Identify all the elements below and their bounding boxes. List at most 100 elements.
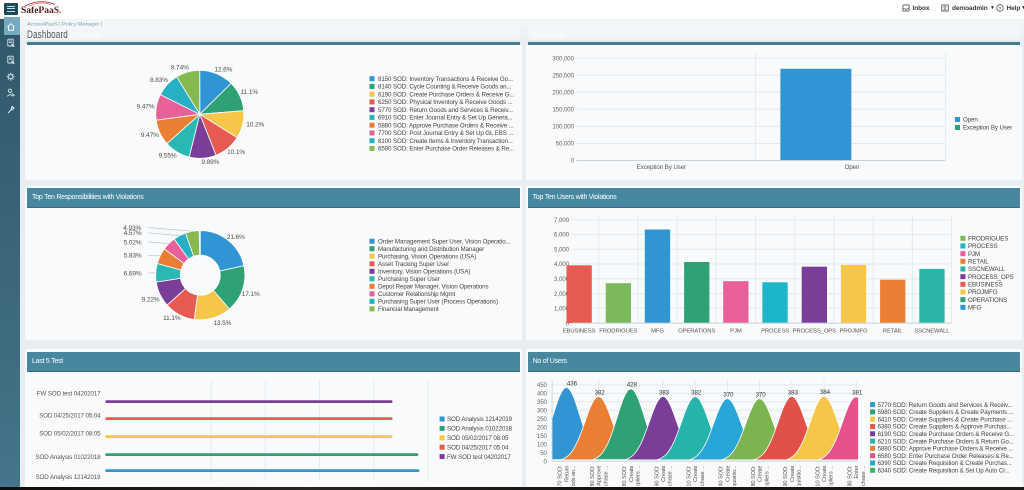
svg-text:Purchase ...: Purchase ... <box>860 465 866 486</box>
svg-text:7700 SOD: Post Journal Entry &: 7700 SOD: Post Journal Entry & Set Up GL… <box>378 130 514 137</box>
svg-text:6210 SOD: Create Purchase Orde: 6210 SOD: Create Purchase Orders & Retur… <box>877 439 1013 446</box>
svg-text:SOD Analysis 01022018: SOD Analysis 01022018 <box>36 454 102 461</box>
svg-text:SOD Analysis 12142019: SOD Analysis 12142019 <box>447 417 513 424</box>
svg-text:SOD Analysis 01022018: SOD Analysis 01022018 <box>447 426 513 433</box>
svg-text:Depot Repair Manager, Vision O: Depot Repair Manager, Vision Operations <box>378 284 489 291</box>
svg-text:11.1%: 11.1% <box>163 315 181 322</box>
svg-text:Purchase ...: Purchase ... <box>667 465 673 486</box>
svg-text:8.74%: 8.74% <box>171 64 189 71</box>
svg-text:6190 SOD: Create Purchase Orde: 6190 SOD: Create Purchase Orders & Recei… <box>378 91 515 98</box>
svg-text:SOD Analysis 12142019: SOD Analysis 12142019 <box>36 474 102 481</box>
svg-text:Purchasing Super User: Purchasing Super User <box>378 276 440 283</box>
svg-text:450: 450 <box>536 382 547 389</box>
svg-text:8100 SOD: Create Items & Inven: 8100 SOD: Create Items & Inventory Trans… <box>378 137 513 144</box>
svg-text:FW SOD test 04202017: FW SOD test 04202017 <box>447 454 511 461</box>
svg-text:Create: Create <box>757 466 763 482</box>
svg-text:Order Management Super User, V: Order Management Super User, Vision Oper… <box>378 239 511 246</box>
svg-text:MFG: MFG <box>651 329 664 335</box>
svg-text:Financial Management: Financial Management <box>378 306 439 313</box>
svg-text:150: 150 <box>536 433 547 440</box>
svg-text:6.69%: 6.69% <box>124 271 142 278</box>
svg-text:2,000: 2,000 <box>554 291 570 298</box>
svg-text:Suppliers ...: Suppliers ... <box>828 465 834 486</box>
svg-text:13.5%: 13.5% <box>213 320 231 327</box>
svg-text:5880 SOD:: 5880 SOD: <box>589 465 595 486</box>
svg-text:PROCESS: PROCESS <box>761 329 789 335</box>
svg-text:4.57%: 4.57% <box>124 230 142 237</box>
svg-text:10.1%: 10.1% <box>227 149 245 156</box>
svg-text:Create: Create <box>628 466 634 482</box>
svg-text:PROJMFG: PROJMFG <box>839 329 868 335</box>
svg-text:6590 SOD: Enter Purchase Order: 6590 SOD: Enter Purchase Order Releases … <box>378 145 514 152</box>
svg-text:SSCNEWALL: SSCNEWALL <box>968 266 1006 273</box>
svg-text:5770 SOD:: 5770 SOD: <box>557 465 563 486</box>
svg-text:Inventory, Vision Operations (: Inventory, Vision Operations (USA) <box>378 269 470 276</box>
svg-text:Exception By User: Exception By User <box>963 124 1012 131</box>
svg-text:1,000: 1,000 <box>554 306 570 313</box>
svg-text:50: 50 <box>540 450 547 457</box>
svg-text:12.6%: 12.6% <box>214 66 232 73</box>
svg-text:5980 SOD:: 5980 SOD: <box>622 465 628 486</box>
svg-text:6250 SOD: Physical Inventory &: 6250 SOD: Physical Inventory & Receive G… <box>378 99 513 106</box>
svg-text:300: 300 <box>536 408 547 415</box>
svg-text:5980 SOD: Create Suppliers & C: 5980 SOD: Create Suppliers & Create Paym… <box>877 409 1013 416</box>
svg-text:6340 SOD:: 6340 SOD: <box>718 465 724 486</box>
svg-text:3,000: 3,000 <box>554 276 570 283</box>
svg-text:OPERATIONS: OPERATIONS <box>968 297 1007 304</box>
svg-text:FW SOD test 04202017: FW SOD test 04202017 <box>37 391 101 398</box>
svg-text:382: 382 <box>691 390 702 397</box>
svg-text:6210 SOD:: 6210 SOD: <box>686 465 692 486</box>
svg-text:6410 SOD:: 6410 SOD: <box>815 465 821 486</box>
svg-text:200: 200 <box>536 425 547 432</box>
svg-text:EBUSINESS: EBUSINESS <box>968 282 1003 289</box>
svg-text:SOD 05/02/2017 08:05: SOD 05/02/2017 08:05 <box>39 431 101 438</box>
svg-text:Purchase ...: Purchase ... <box>699 465 705 486</box>
svg-text:Exception By User: Exception By User <box>636 163 685 170</box>
svg-text:5770 SOD: Return Goods and Ser: 5770 SOD: Return Goods and Services & Re… <box>877 402 1012 409</box>
svg-text:384: 384 <box>820 389 831 396</box>
svg-text:6190 SOD:: 6190 SOD: <box>654 465 660 486</box>
svg-text:370: 370 <box>723 392 734 399</box>
svg-text:9.47%: 9.47% <box>137 103 155 110</box>
svg-text:9.89%: 9.89% <box>201 159 219 166</box>
svg-text:PJM: PJM <box>968 251 980 258</box>
svg-text:PJM: PJM <box>730 329 742 335</box>
svg-text:Asset Tracking Super User: Asset Tracking Super User <box>378 261 449 268</box>
svg-text:150,000: 150,000 <box>552 106 574 113</box>
svg-text:6340 SOD: Create Requisition &: 6340 SOD: Create Requisition & Set Up Au… <box>877 468 1009 475</box>
svg-text:9.55%: 9.55% <box>159 152 177 159</box>
svg-text:RETAIL: RETAIL <box>883 329 903 335</box>
svg-text:17.1%: 17.1% <box>242 291 260 298</box>
svg-text:PROCESS_OPS: PROCESS_OPS <box>968 274 1014 281</box>
svg-text:Purchasing, Vision Operations: Purchasing, Vision Operations (USA) <box>378 254 476 261</box>
svg-text:Requisitio...: Requisitio... <box>796 465 802 486</box>
svg-text:PROCESS_OPS: PROCESS_OPS <box>792 329 835 335</box>
svg-text:381: 381 <box>852 390 863 397</box>
svg-text:Enter: Enter <box>854 466 860 479</box>
svg-text:Purchase ...: Purchase ... <box>603 465 609 486</box>
svg-text:Requisitio...: Requisitio... <box>732 465 738 486</box>
svg-text:370: 370 <box>755 392 766 399</box>
svg-text:Purchasing Super User (Process: Purchasing Super User (Process Operation… <box>378 299 498 306</box>
svg-text:436: 436 <box>566 381 577 388</box>
svg-text:5880 SOD: Approve Purchase Ord: 5880 SOD: Approve Purchase Orders & Rece… <box>378 122 514 129</box>
svg-text:6580 SOD: Enter Purchase Order: 6580 SOD: Enter Purchase Order Releases … <box>877 453 1013 460</box>
svg-text:Create: Create <box>725 466 731 482</box>
svg-text:PROJMFG: PROJMFG <box>968 289 998 296</box>
svg-text:250: 250 <box>536 416 547 423</box>
svg-text:21.6%: 21.6% <box>227 234 245 241</box>
svg-text:Create: Create <box>661 466 667 482</box>
svg-text:6,000: 6,000 <box>554 232 570 239</box>
svg-text:Open: Open <box>844 163 859 170</box>
svg-text:FRODRIGUES: FRODRIGUES <box>968 236 1008 243</box>
svg-text:MFG: MFG <box>968 305 982 312</box>
svg-text:Open: Open <box>963 116 978 123</box>
svg-text:5.02%: 5.02% <box>124 240 142 247</box>
svg-text:200,000: 200,000 <box>552 89 574 96</box>
svg-text:0: 0 <box>565 321 569 328</box>
svg-text:Create: Create <box>789 466 795 482</box>
svg-text:5,000: 5,000 <box>554 247 570 254</box>
svg-text:?: ? <box>999 6 1002 12</box>
svg-text:SOD 04/25/2017 05:04: SOD 04/25/2017 05:04 <box>39 413 101 420</box>
svg-text:OPERATIONS: OPERATIONS <box>678 329 715 335</box>
